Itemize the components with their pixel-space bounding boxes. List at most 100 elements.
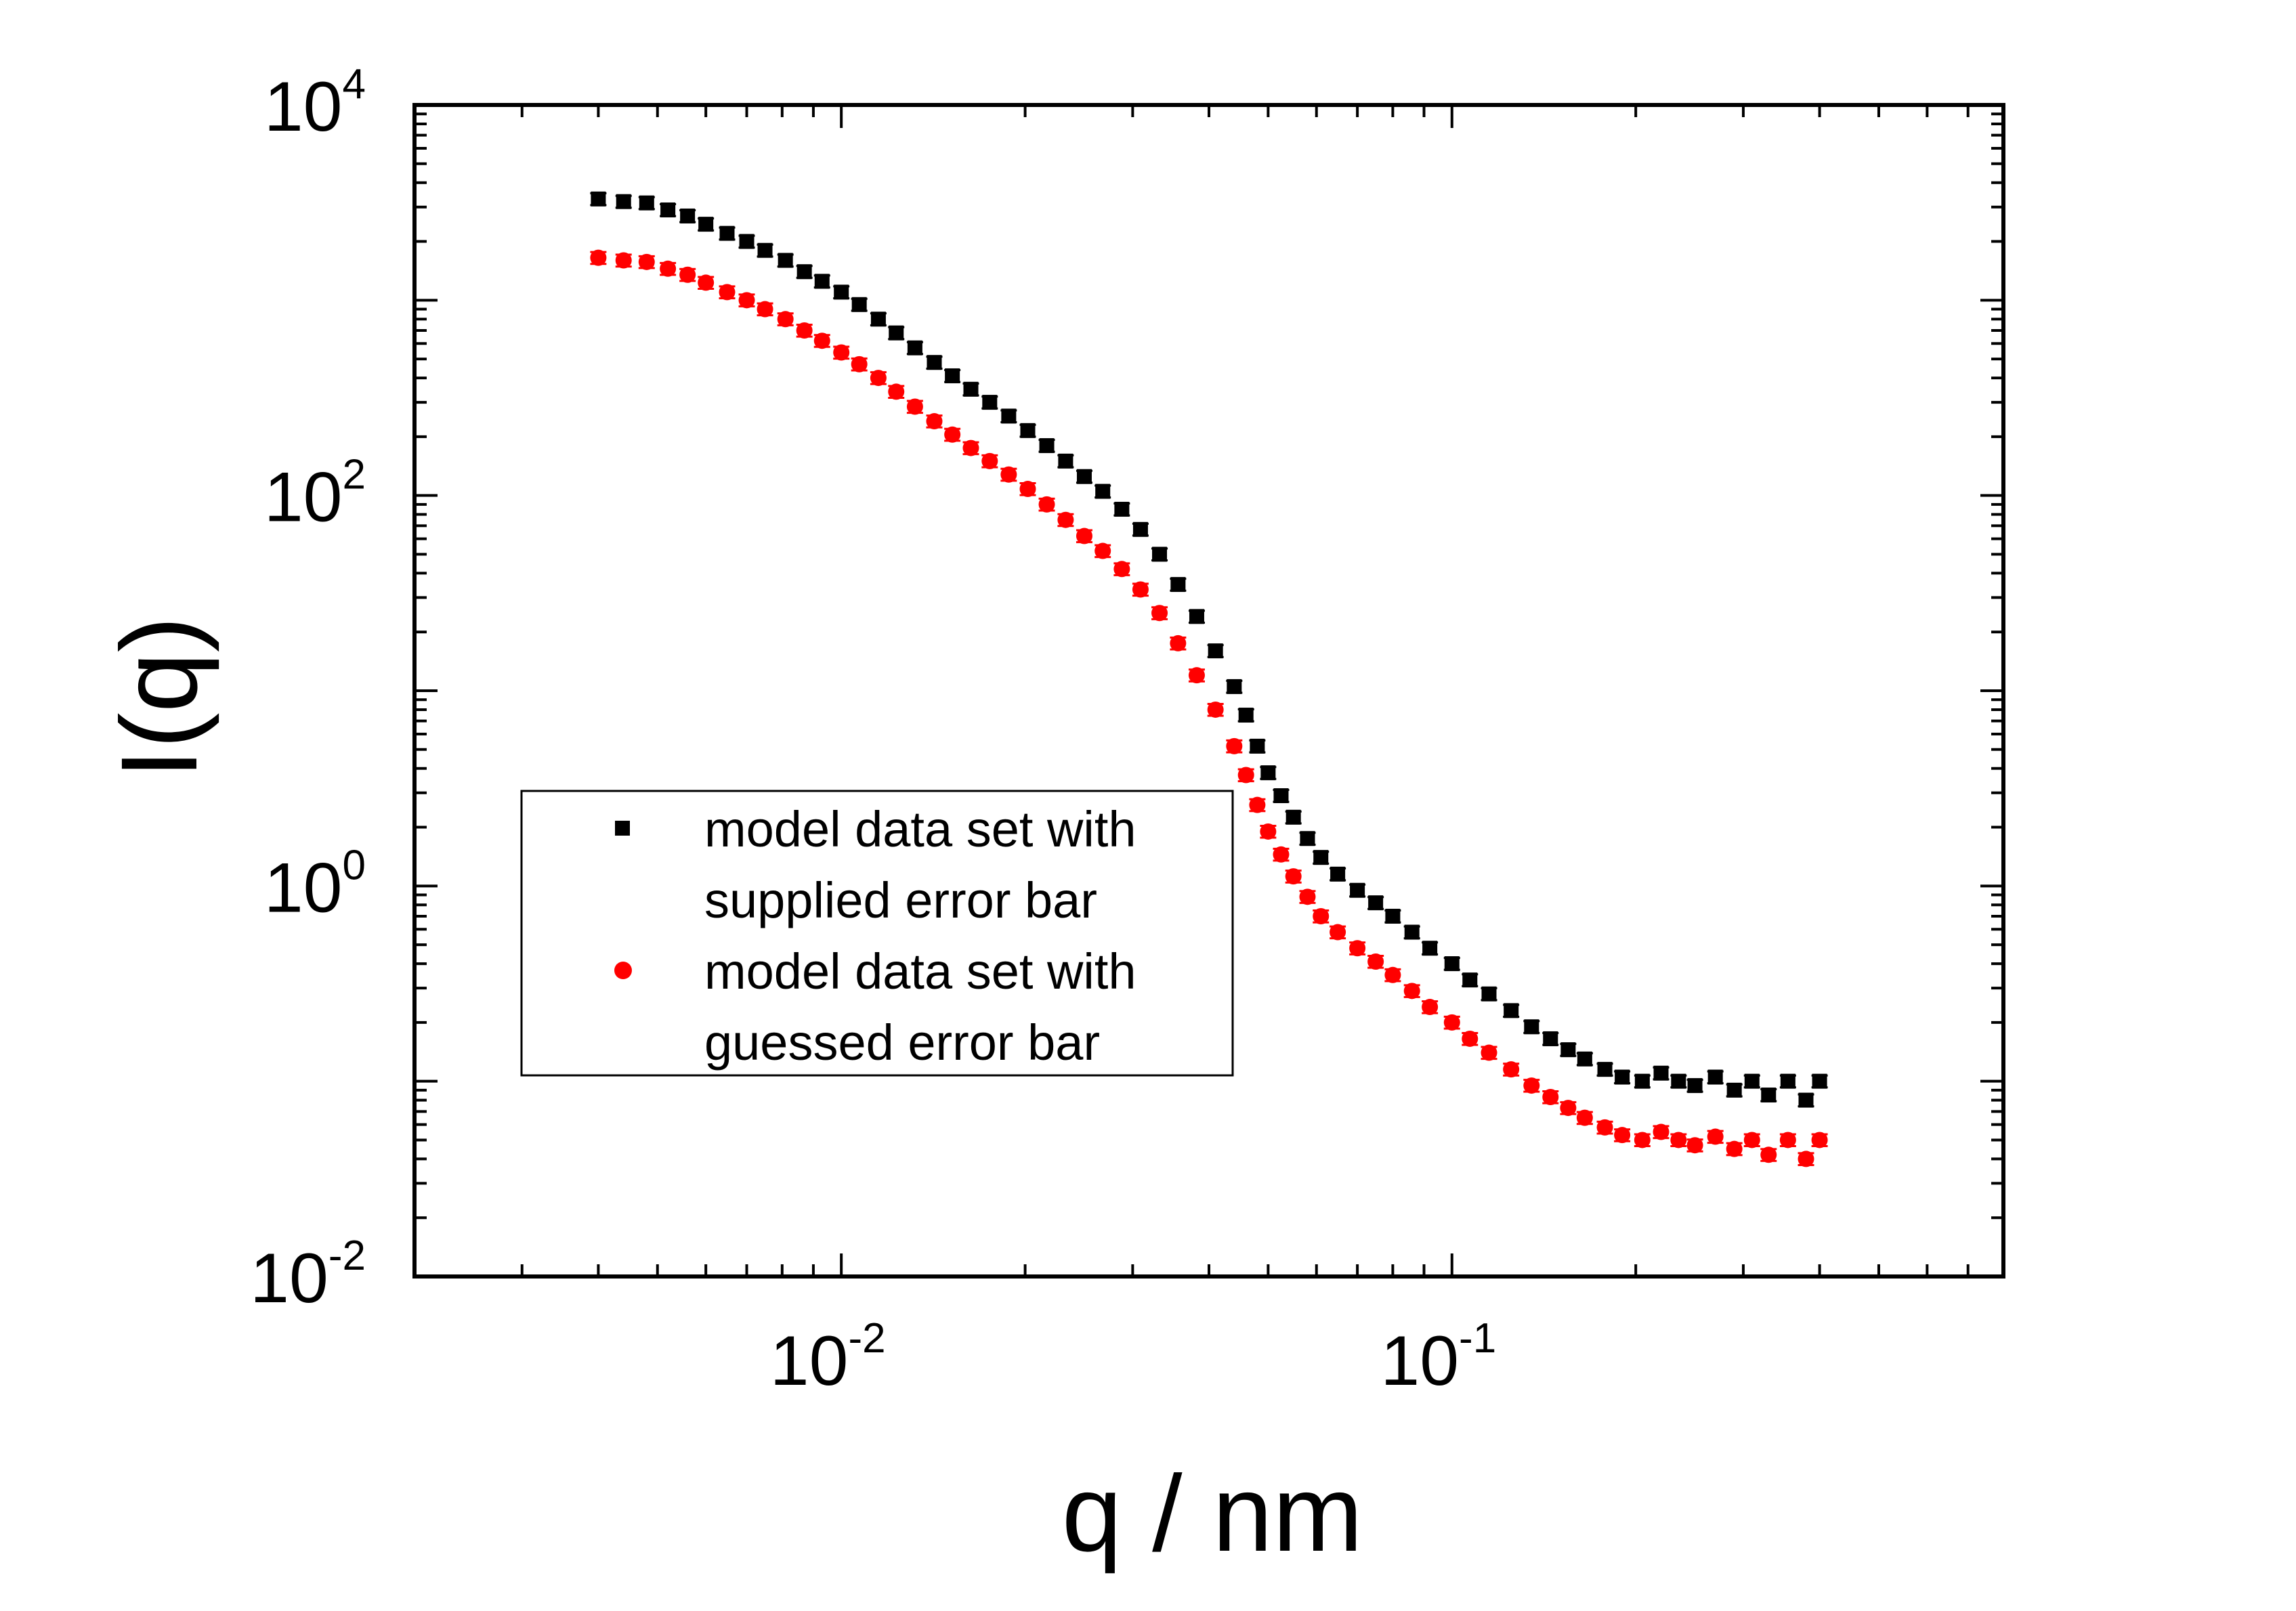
data-point-square: [1444, 956, 1460, 972]
data-point-square: [1524, 1019, 1539, 1035]
legend-marker-circle: [614, 962, 632, 979]
data-point-circle: [1798, 1151, 1814, 1167]
data-point-circle: [1542, 1088, 1559, 1105]
legend-label-series-2-line-1: model data set with: [704, 943, 1136, 1000]
data-point-circle: [870, 370, 887, 387]
data-point-square: [1132, 521, 1148, 537]
data-point-circle: [615, 252, 632, 269]
data-point-circle: [1760, 1146, 1777, 1163]
data-point-circle: [1614, 1127, 1631, 1144]
data-point-circle: [1811, 1132, 1828, 1148]
data-point-circle: [1707, 1128, 1724, 1145]
data-point-circle: [1249, 796, 1266, 813]
data-point-square: [1227, 679, 1242, 694]
data-point-square: [982, 395, 998, 410]
data-point-circle: [1779, 1132, 1796, 1148]
data-point-circle: [981, 452, 998, 469]
data-point-square: [834, 284, 849, 300]
data-point-circle: [1170, 635, 1187, 651]
data-point-circle: [926, 413, 943, 430]
data-point-circle: [1743, 1132, 1760, 1148]
data-point-square: [1422, 941, 1438, 956]
data-point-circle: [962, 439, 979, 456]
data-point-circle: [1057, 511, 1074, 528]
data-point-square: [1671, 1073, 1686, 1089]
data-point-circle: [1260, 823, 1277, 840]
data-point-square: [796, 264, 812, 280]
data-point-square: [616, 194, 631, 209]
data-point-circle: [1367, 953, 1384, 970]
data-point-square: [1481, 986, 1497, 1002]
data-point-square: [1726, 1082, 1742, 1098]
data-point-square: [660, 202, 676, 218]
data-point-circle: [757, 301, 773, 318]
data-point-circle: [1285, 868, 1302, 885]
x-tick-labels: 10-2 10-1: [770, 1315, 1496, 1400]
data-point-square: [1313, 850, 1329, 865]
data-point-circle: [796, 322, 813, 339]
data-point-square: [1260, 765, 1276, 781]
data-point-circle: [1330, 924, 1346, 941]
data-point-square: [1076, 469, 1092, 484]
data-point-circle: [1462, 1030, 1479, 1047]
data-point-square: [870, 312, 886, 327]
data-point-circle: [1634, 1132, 1651, 1148]
data-point-square: [1095, 484, 1111, 499]
legend: model data set with supplied error bar m…: [520, 790, 1234, 1077]
data-point-square: [1208, 643, 1223, 659]
legend-label-series-1-line-2: supplied error bar: [704, 872, 1097, 928]
data-point-circle: [906, 398, 923, 415]
data-point-square: [1273, 788, 1289, 804]
y-tick-label: 100: [264, 842, 366, 927]
data-point-circle: [1481, 1044, 1497, 1061]
data-point-square: [907, 340, 922, 356]
data-point-circle: [1273, 846, 1290, 863]
legend-marker-square: [615, 821, 630, 836]
data-point-circle: [1403, 983, 1420, 1000]
data-point-square: [639, 195, 654, 211]
data-point-square: [1761, 1088, 1777, 1103]
data-point-square: [889, 325, 904, 341]
data-point-square: [945, 368, 960, 383]
data-point-circle: [1503, 1061, 1520, 1078]
data-point-square: [851, 297, 867, 312]
data-point-circle: [1523, 1077, 1540, 1094]
data-point-circle: [1113, 561, 1130, 578]
y-tick-label: 10-2: [250, 1232, 366, 1318]
data-point-square: [1615, 1069, 1630, 1085]
data-point-circle: [813, 332, 830, 349]
data-point-square: [1798, 1092, 1814, 1108]
legend-box: [520, 790, 1234, 1077]
data-point-square: [1812, 1073, 1827, 1089]
data-point-square: [1462, 972, 1478, 988]
data-point-square: [1152, 546, 1168, 562]
data-point-square: [1250, 738, 1265, 754]
data-point-circle: [1094, 542, 1111, 559]
data-point-square: [1300, 831, 1315, 846]
data-point-circle: [1076, 528, 1092, 544]
data-point-square: [1543, 1031, 1558, 1046]
data-point-circle: [1151, 605, 1168, 622]
data-point-circle: [777, 311, 794, 328]
data-point-square: [778, 253, 793, 268]
data-point-square: [719, 225, 735, 241]
data-point-circle: [1019, 481, 1036, 498]
data-point-circle: [1576, 1109, 1593, 1126]
y-axis-title: I(q): [98, 616, 219, 779]
series-2: [590, 249, 1828, 1167]
data-point-circle: [1237, 767, 1254, 783]
data-point-square: [927, 355, 942, 370]
data-point-square: [1189, 609, 1204, 624]
data-point-circle: [590, 249, 607, 266]
data-point-circle: [1670, 1132, 1687, 1148]
data-point-square: [1368, 895, 1384, 911]
data-point-square: [1577, 1051, 1592, 1067]
data-point-circle: [1132, 581, 1149, 598]
data-point-square: [1039, 438, 1055, 454]
data-point-circle: [1653, 1123, 1670, 1140]
data-point-square: [591, 191, 606, 207]
data-point-square: [1114, 502, 1130, 517]
data-point-square: [1385, 908, 1401, 924]
data-point-circle: [1038, 496, 1055, 513]
